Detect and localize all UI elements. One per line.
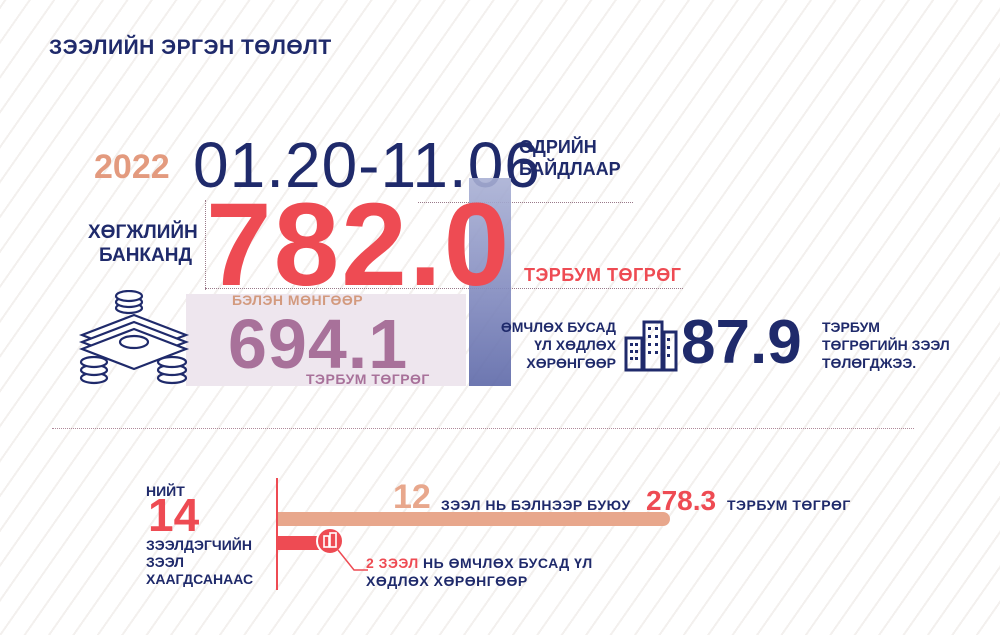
- assets-unit-line1: ТЭРБУМ: [822, 319, 880, 335]
- cash-loans-text: ЗЭЭЛ НЬ БЭЛНЭЭР БУЮУ: [441, 497, 631, 513]
- assets-unit-line3: ТӨЛӨГДЖЭЭ.: [822, 355, 917, 371]
- assets-unit: ТЭРБУМ ТӨГРӨГИЙН ЗЭЭЛ ТӨЛӨГДЖЭЭ.: [822, 318, 950, 372]
- bank-label: ХӨГЖЛИЙН БАНКАНД: [88, 221, 198, 267]
- asset-loans-text-line2: ХӨДЛӨХ ХӨРӨНГӨӨР: [366, 573, 528, 589]
- cash-loans-bar: [278, 512, 670, 526]
- assets-label: ӨМЧЛӨХ БУСАД ҮЛ ХӨДЛӨХ ХӨРӨНГӨӨР: [476, 318, 616, 372]
- asset-loans-text: 2 ЗЭЭЛ НЬ ӨМЧЛӨХ БУСАД ҮЛ ХӨДЛӨХ ХӨРӨНГӨ…: [366, 554, 593, 590]
- period-suffix-line2: БАЙДЛААР: [519, 159, 621, 179]
- guide-line-top: [418, 202, 633, 203]
- buildings-icon: [622, 318, 678, 377]
- borrowers-axis-line: [276, 478, 278, 590]
- bank-total-value: 782.0: [206, 179, 512, 311]
- guide-line-vertical: [205, 200, 206, 290]
- guide-line-mid: [205, 288, 683, 289]
- assets-label-line1: ӨМЧЛӨХ БУСАД: [500, 319, 616, 335]
- period-year: 2022: [94, 148, 170, 186]
- assets-pillar: [469, 178, 511, 386]
- period-suffix: ӨДРИЙН БАЙДЛААР: [519, 136, 621, 180]
- borrowers-desc: ЗЭЭЛДЭГЧИЙН ЗЭЭЛ ХААГДСАНААС: [146, 537, 253, 588]
- borrowers-desc-line3: ХААГДСАНААС: [146, 571, 254, 587]
- asset-loans-connector: [337, 549, 368, 571]
- borrowers-desc-line2: ЗЭЭЛ: [146, 554, 184, 570]
- cash-loans-value: 278.3: [646, 485, 717, 516]
- cash-value: 694.1: [228, 305, 409, 383]
- borrowers-total-value: 14: [148, 489, 200, 541]
- page-title: ЗЭЭЛИЙН ЭРГЭН ТӨЛӨЛТ: [49, 36, 332, 59]
- assets-value: 87.9: [681, 308, 802, 377]
- bank-label-line1: ХӨГЖЛИЙН: [88, 222, 198, 243]
- cash-box: [186, 294, 466, 386]
- cash-unit: ТЭРБУМ ТӨГРӨГ: [306, 371, 430, 387]
- borrowers-desc-line1: ЗЭЭЛДЭГЧИЙН: [146, 537, 252, 553]
- section-divider: [52, 428, 914, 429]
- assets-unit-line2: ТӨГРӨГИЙН ЗЭЭЛ: [822, 337, 950, 353]
- asset-loans-text-line1: НЬ ӨМЧЛӨХ БУСАД ҮЛ: [423, 555, 593, 571]
- assets-label-line3: ХӨРӨНГӨӨР: [526, 355, 616, 371]
- cash-loans-unit: ТЭРБУМ ТӨГРӨГ: [727, 497, 851, 513]
- borrowers-total-label: НИЙТ: [146, 483, 185, 499]
- cash-loans-count: 12: [393, 478, 431, 516]
- assets-label-line2: ҮЛ ХӨДЛӨХ: [534, 337, 616, 353]
- period-suffix-line1: ӨДРИЙН: [519, 137, 597, 157]
- building-badge-icon: [316, 527, 344, 560]
- asset-loans-count: 2 ЗЭЭЛ: [366, 555, 419, 571]
- bank-label-line2: БАНКАНД: [99, 245, 192, 266]
- bank-total-unit: ТЭРБУМ ТӨГРӨГ: [524, 265, 682, 285]
- cash-label: БЭЛЭН МӨНГӨӨР: [232, 292, 364, 308]
- money-stack-icon: [74, 289, 194, 390]
